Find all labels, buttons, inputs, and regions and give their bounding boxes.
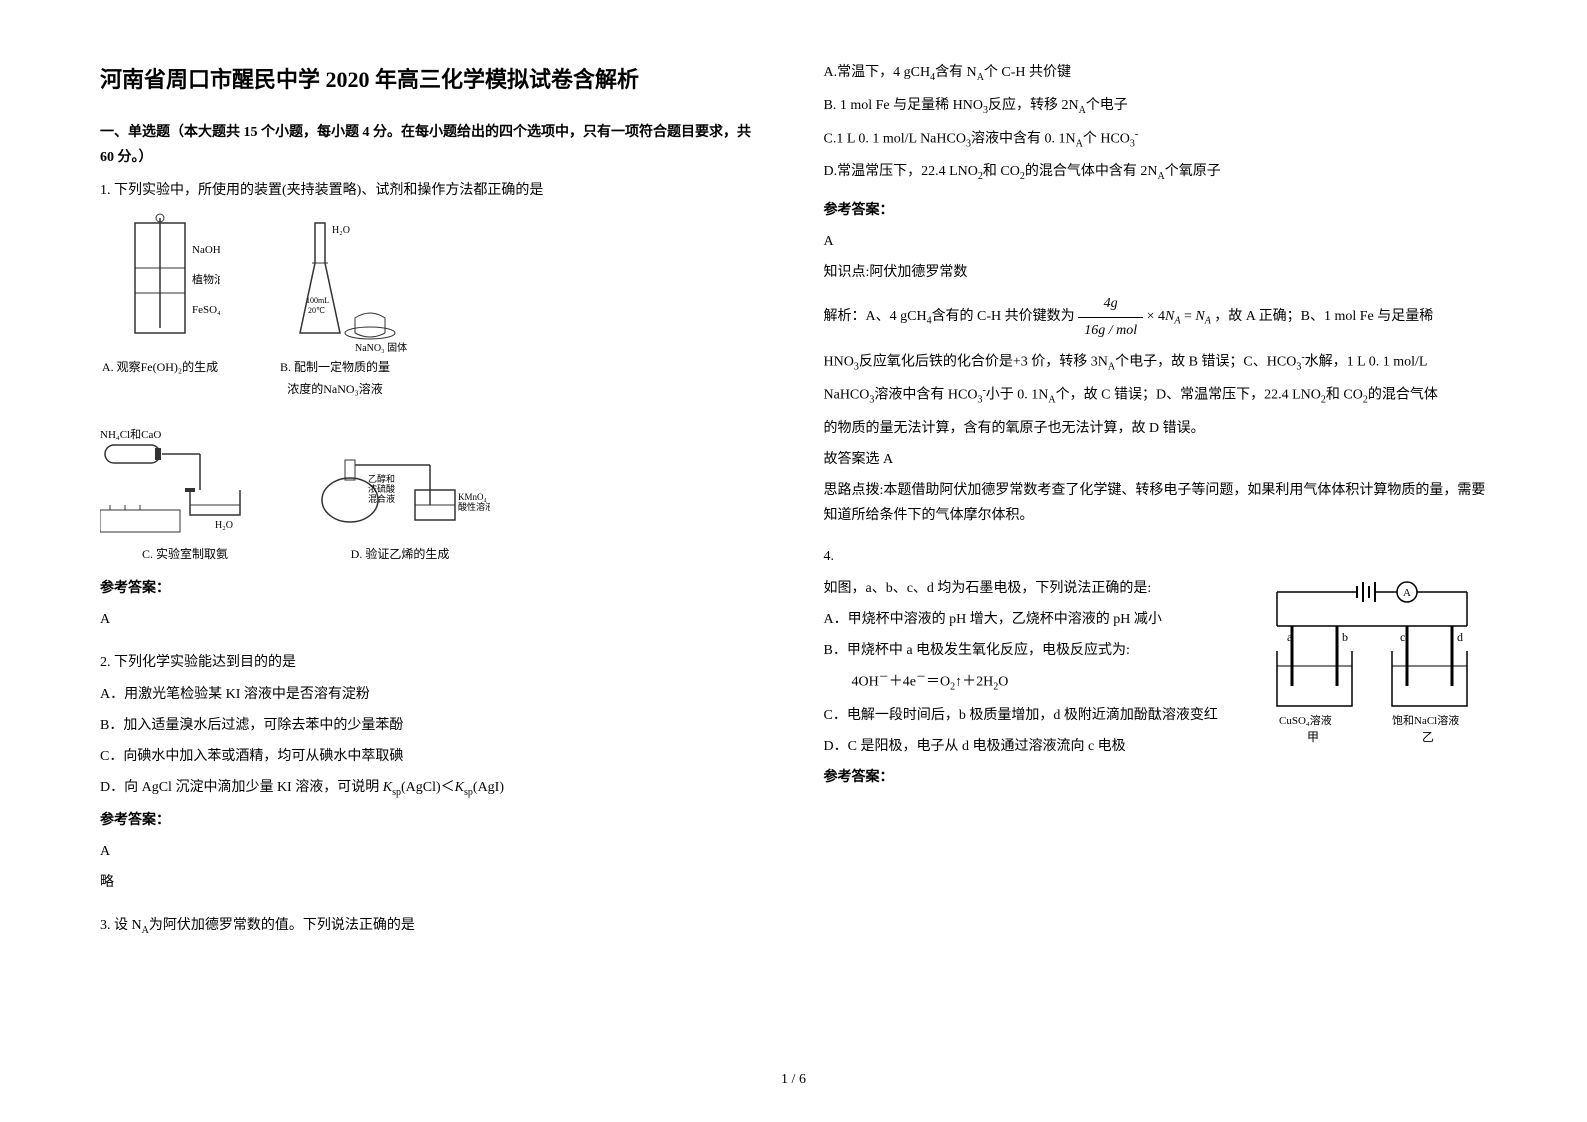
fraction: 4g 16g / mol xyxy=(1078,291,1143,342)
question-1: 1. 下列实验中，所使用的装置(夹持装置略)、试剂和操作方法都正确的是 NaOH… xyxy=(100,178,764,638)
flask-b-svg: H₂O 100mL 20℃ NaNO₃ 固体 xyxy=(260,213,410,353)
q1-fig-a: NaOH溶液 植物油 FeSO₄溶液 A. 观察Fe(OH)₂的生成 xyxy=(100,213,220,400)
q1-fig-d: 乙醇和 浓硫酸 混合液 KMnO₄ 酸性溶液 D. 验证乙烯的生成 xyxy=(310,410,490,566)
q4-answer-label: 参考答案： xyxy=(824,765,1488,790)
svg-text:FeSO₄溶液: FeSO₄溶液 xyxy=(192,302,220,316)
q1-fig-c-caption: C. 实验室制取氨 xyxy=(142,544,228,566)
q2-answer-label: 参考答案： xyxy=(100,808,764,833)
section-header: 一、单选题（本大题共 15 个小题，每小题 4 分。在每小题给出的四个选项中，只… xyxy=(100,120,764,170)
q3-analysis-l4: 的物质的量无法计算，含有的氧原子也无法计算，故 D 错误。 xyxy=(824,416,1488,441)
svg-text:甲: 甲 xyxy=(1307,730,1319,744)
q3-hint: 思路点拨:本题借助阿伏加德罗常数考查了化学键、转移电子等问题，如果利用气体体积计… xyxy=(824,478,1488,528)
flask-d-svg: 乙醇和 浓硫酸 混合液 KMnO₄ 酸性溶液 xyxy=(310,410,490,540)
circuit-svg: A a b c xyxy=(1257,576,1487,756)
svg-text:d: d xyxy=(1457,630,1463,644)
q1-fig-c: NH₄Cl和CaO H₂O C. 实验室制取氨 xyxy=(100,410,270,566)
svg-text:酸性溶液: 酸性溶液 xyxy=(458,501,490,512)
q3-opt-c: C.1 L 0. 1 mol/L NaHCO3溶液中含有 0. 1NA个 HCO… xyxy=(824,126,1488,153)
question-3-stem: 3. 设 NA为阿伏加德罗常数的值。下列说法正确的是 xyxy=(100,913,764,946)
q1-fig-d-caption: D. 验证乙烯的生成 xyxy=(351,544,450,566)
svg-text:100mL: 100mL xyxy=(306,296,329,305)
svg-text:a: a xyxy=(1287,630,1293,644)
q2-note: 略 xyxy=(100,870,764,895)
svg-text:KMnO₄: KMnO₄ xyxy=(458,492,487,502)
q2-opt-d: D．向 AgCl 沉淀中滴加少量 KI 溶液，可说明 Ksp(AgCl)＜Ksp… xyxy=(100,775,764,802)
q4-figure: A a b c xyxy=(1257,576,1487,765)
q1-fig-b-caption: B. 配制一定物质的量 浓度的NaNO₃溶液 xyxy=(280,357,390,400)
q1-answer: A xyxy=(100,607,764,632)
question-2: 2. 下列化学实验能达到目的的是 A．用激光笔检验某 KI 溶液中是否溶有淀粉 … xyxy=(100,650,764,901)
q3-analysis: 解析：A、4 gCH4含有的 C-H 共价键数为 4g 16g / mol × … xyxy=(824,291,1488,342)
q3-topic: 知识点:阿伏加德罗常数 xyxy=(824,260,1488,285)
q2-stem: 2. 下列化学实验能达到目的的是 xyxy=(100,650,764,675)
q3-opt-a: A.常温下，4 gCH4含有 NA个 C-H 共价键 xyxy=(824,60,1488,87)
q1-figures-row1: NaOH溶液 植物油 FeSO₄溶液 A. 观察Fe(OH)₂的生成 H₂O 1… xyxy=(100,213,764,400)
svg-text:A: A xyxy=(1403,587,1411,599)
q1-fig-a-caption: A. 观察Fe(OH)₂的生成 xyxy=(102,357,218,379)
left-column: 河南省周口市醒民中学 2020 年高三化学模拟试卷含解析 一、单选题（本大题共 … xyxy=(100,60,764,1062)
svg-text:植物油: 植物油 xyxy=(192,272,220,286)
q3-conclusion: 故答案选 A xyxy=(824,447,1488,472)
right-column: A.常温下，4 gCH4含有 NA个 C-H 共价键 B. 1 mol Fe 与… xyxy=(824,60,1488,1062)
svg-text:CuSO₄溶液: CuSO₄溶液 xyxy=(1279,713,1332,727)
svg-text:c: c xyxy=(1400,630,1405,644)
q1-figures-row2: NH₄Cl和CaO H₂O C. 实验室制取氨 乙醇和 浓硫酸 混合液 K xyxy=(100,410,764,566)
q3-opt-d: D.常温常压下，22.4 LNO2和 CO2的混合气体中含有 2NA个氧原子 xyxy=(824,159,1488,186)
page-footer: 1 / 6 xyxy=(781,1067,806,1092)
q2-answer: A xyxy=(100,839,764,864)
flask-c-svg: NH₄Cl和CaO H₂O xyxy=(100,410,270,540)
q1-answer-label: 参考答案： xyxy=(100,576,764,601)
q3-opt-b: B. 1 mol Fe 与足量稀 HNO3反应，转移 2NA个电子 xyxy=(824,93,1488,120)
svg-text:H₂O: H₂O xyxy=(215,520,233,531)
svg-text:b: b xyxy=(1342,630,1348,644)
q1-stem: 1. 下列实验中，所使用的装置(夹持装置略)、试剂和操作方法都正确的是 xyxy=(100,178,764,203)
q3-stem: 3. 设 NA为阿伏加德罗常数的值。下列说法正确的是 xyxy=(100,913,764,940)
page-title: 河南省周口市醒民中学 2020 年高三化学模拟试卷含解析 xyxy=(100,60,764,100)
flask-a-svg: NaOH溶液 植物油 FeSO₄溶液 xyxy=(100,213,220,353)
svg-text:乙: 乙 xyxy=(1422,730,1434,744)
q2-opt-c: C．向碘水中加入苯或酒精，均可从碘水中萃取碘 xyxy=(100,744,764,769)
q4-num: 4. xyxy=(824,544,1488,569)
q2-opt-a: A．用激光笔检验某 KI 溶液中是否溶有淀粉 xyxy=(100,682,764,707)
svg-text:乙醇和: 乙醇和 xyxy=(368,473,395,484)
svg-text:NH₄Cl和CaO: NH₄Cl和CaO xyxy=(100,428,161,441)
svg-text:混合液: 混合液 xyxy=(368,493,395,504)
q1-fig-b: H₂O 100mL 20℃ NaNO₃ 固体 B. 配制一定物质的量 浓度的Na… xyxy=(260,213,410,400)
question-4: 4. A a xyxy=(824,544,1488,796)
svg-text:饱和NaCl溶液: 饱和NaCl溶液 xyxy=(1392,713,1459,727)
svg-text:20℃: 20℃ xyxy=(308,306,325,315)
svg-text:NaOH溶液: NaOH溶液 xyxy=(192,242,220,256)
svg-text:浓硫酸: 浓硫酸 xyxy=(368,483,395,494)
q3-analysis-l2: HNO3反应氧化后铁的化合价是+3 价，转移 3NA个电子，故 B 错误；C、H… xyxy=(824,349,1488,376)
q3-analysis-l3: NaHCO3溶液中含有 HCO3-小于 0. 1NA个，故 C 错误；D、常温常… xyxy=(824,382,1488,409)
q2-opt-b: B．加入适量溴水后过滤，可除去苯中的少量苯酚 xyxy=(100,713,764,738)
q3-answer-label: 参考答案： xyxy=(824,198,1488,223)
q3-answer: A xyxy=(824,229,1488,254)
svg-text:H₂O: H₂O xyxy=(332,225,350,236)
svg-text:NaNO₃ 固体: NaNO₃ 固体 xyxy=(355,342,407,353)
